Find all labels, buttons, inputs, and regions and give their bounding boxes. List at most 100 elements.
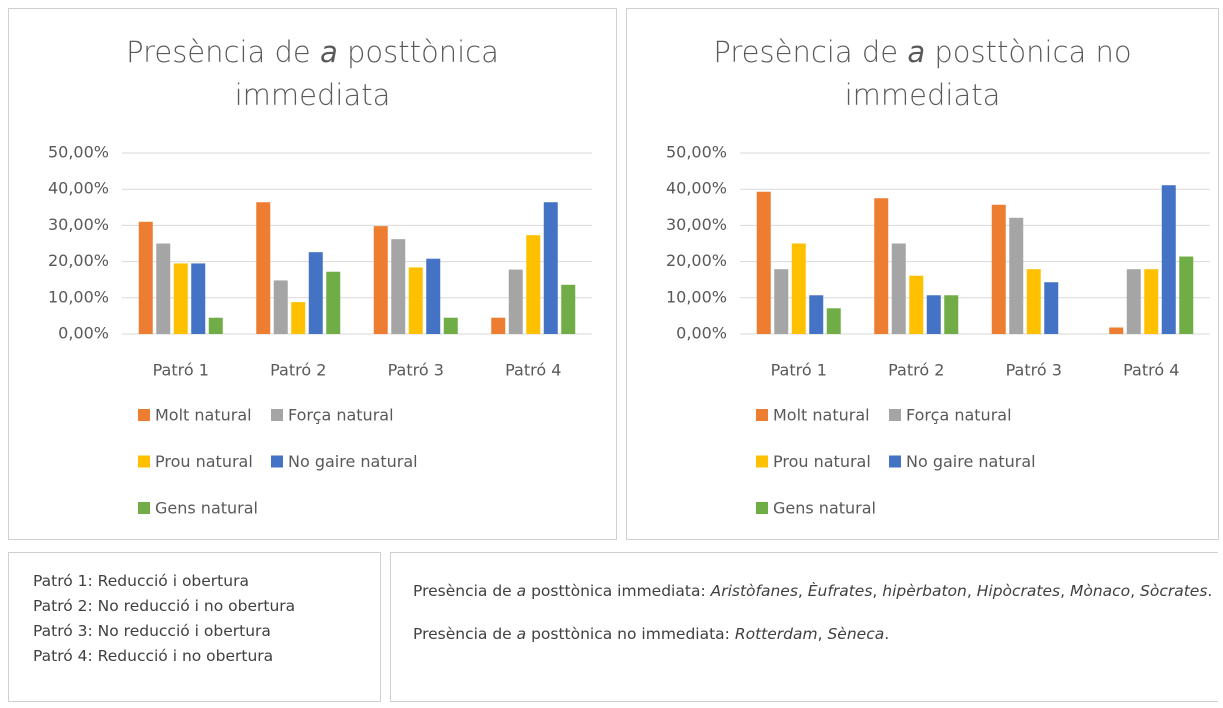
y-tick-label: 10,00% xyxy=(48,287,109,306)
bar xyxy=(173,263,188,334)
bar xyxy=(1044,282,1059,334)
legend-label: No gaire natural xyxy=(288,452,418,471)
bar xyxy=(1109,327,1124,334)
bar xyxy=(756,191,771,334)
text-segment: , xyxy=(817,625,828,643)
y-tick-label: 40,00% xyxy=(48,179,109,198)
bar xyxy=(891,243,906,334)
bar xyxy=(1026,269,1041,334)
text-segment: Rotterdam xyxy=(734,625,818,643)
x-tick-label: Patró 3 xyxy=(388,361,444,380)
bar xyxy=(191,263,206,334)
y-tick-label: 30,00% xyxy=(666,215,727,234)
text-segment: Hipòcrates xyxy=(976,582,1061,600)
bar xyxy=(826,308,841,334)
bar xyxy=(1161,185,1176,334)
bar xyxy=(308,252,323,334)
bar xyxy=(909,275,924,334)
bar xyxy=(156,243,171,334)
pattern-item: Patró 2: No reducció i no obertura xyxy=(33,597,296,615)
text-segment: Sòcrates xyxy=(1140,582,1208,600)
x-tick-label: Patró 3 xyxy=(1006,361,1062,380)
legend-swatch xyxy=(756,502,768,514)
legend-swatch xyxy=(271,409,283,421)
pattern-item: Patró 1: Reducció i obertura xyxy=(33,572,249,590)
text-segment: hipèrbaton xyxy=(882,582,967,600)
pattern-item: Patró 4: Reducció i no obertura xyxy=(33,647,274,665)
y-tick-label: 50,00% xyxy=(666,143,727,162)
bar xyxy=(809,295,824,334)
notes: Presència de a posttònica immediata: Ari… xyxy=(390,552,1218,702)
x-tick-label: Patró 2 xyxy=(270,361,326,380)
text-segment: , xyxy=(1060,582,1070,600)
note-line: Presència de a posttònica immediata: Ari… xyxy=(413,577,1218,606)
bar xyxy=(138,221,153,334)
x-tick-label: Patró 4 xyxy=(505,361,561,380)
bar xyxy=(291,302,306,334)
legend-swatch xyxy=(889,455,901,468)
legend-swatch xyxy=(271,455,283,468)
text-segment: posttònica immediata xyxy=(234,35,499,112)
y-tick-label: 20,00% xyxy=(48,251,109,270)
bar xyxy=(926,295,941,334)
bar xyxy=(526,235,541,334)
y-tick-label: 50,00% xyxy=(48,143,109,162)
text-segment: Presència de xyxy=(413,625,517,643)
bar xyxy=(326,271,341,334)
bar xyxy=(561,284,576,334)
text-segment: posttònica immediata: xyxy=(526,582,711,600)
chart-panel: Presència de a posttònica no immediata 0,… xyxy=(626,8,1219,540)
text-segment: Sèneca xyxy=(827,625,885,643)
bar xyxy=(256,202,271,334)
x-tick-label: Patró 4 xyxy=(1123,361,1179,380)
bar xyxy=(791,243,806,334)
legend-swatch xyxy=(138,409,150,421)
text-segment: posttònica no immediata: xyxy=(526,625,735,643)
bar xyxy=(426,258,441,334)
text-segment: posttònica no immediata xyxy=(844,35,1132,112)
legend-label: Molt natural xyxy=(155,406,252,425)
legend-swatch xyxy=(889,409,901,421)
bar xyxy=(944,295,959,334)
chart-panel: Presència de a posttònica immediata 0,00%… xyxy=(8,8,617,540)
bar xyxy=(373,226,388,334)
legend-swatch xyxy=(756,409,768,421)
x-tick-label: Patró 1 xyxy=(153,361,209,380)
text-segment: , xyxy=(1130,582,1141,600)
bar xyxy=(1126,269,1141,334)
legend-label: Força natural xyxy=(906,406,1012,425)
text-segment: a xyxy=(516,625,527,643)
bar xyxy=(273,280,288,334)
text-segment: Presència de xyxy=(413,582,517,600)
chart: 0,00% 10,00% 20,00% 30,00% 40,00% 50,00% Patró… xyxy=(48,143,592,518)
text-segment: . xyxy=(884,625,890,643)
text-segment: Èufrates xyxy=(807,582,873,600)
chart-title: Presència de a posttònica no immediata xyxy=(708,31,1138,117)
bar xyxy=(874,198,889,334)
bar xyxy=(491,317,506,334)
bar xyxy=(991,204,1006,334)
bar xyxy=(543,202,558,334)
legend-label: Gens natural xyxy=(773,499,876,518)
legend-label: Prou natural xyxy=(155,452,253,471)
chart-title: Presència de a posttònica immediata xyxy=(98,31,528,117)
text-segment: , xyxy=(966,582,977,600)
bar xyxy=(1179,256,1194,334)
legend-label: Força natural xyxy=(288,406,394,425)
text-segment: Aristòfanes xyxy=(710,582,798,600)
x-tick-label: Patró 2 xyxy=(888,361,944,380)
text-segment: , xyxy=(872,582,883,600)
bar xyxy=(208,317,223,334)
bar xyxy=(391,239,406,334)
legend-swatch xyxy=(138,502,150,514)
bar xyxy=(508,269,523,334)
y-tick-label: 40,00% xyxy=(666,179,727,198)
y-tick-label: 30,00% xyxy=(48,215,109,234)
text-segment: , xyxy=(797,582,808,600)
bar xyxy=(408,267,423,334)
text-segment: Mònaco xyxy=(1069,582,1131,600)
chart: 0,00% 10,00% 20,00% 30,00% 40,00% 50,00% Patró… xyxy=(666,143,1210,518)
legend-label: Gens natural xyxy=(155,499,258,518)
legend-label: No gaire natural xyxy=(906,452,1036,471)
text-segment: Presència de xyxy=(126,35,320,69)
